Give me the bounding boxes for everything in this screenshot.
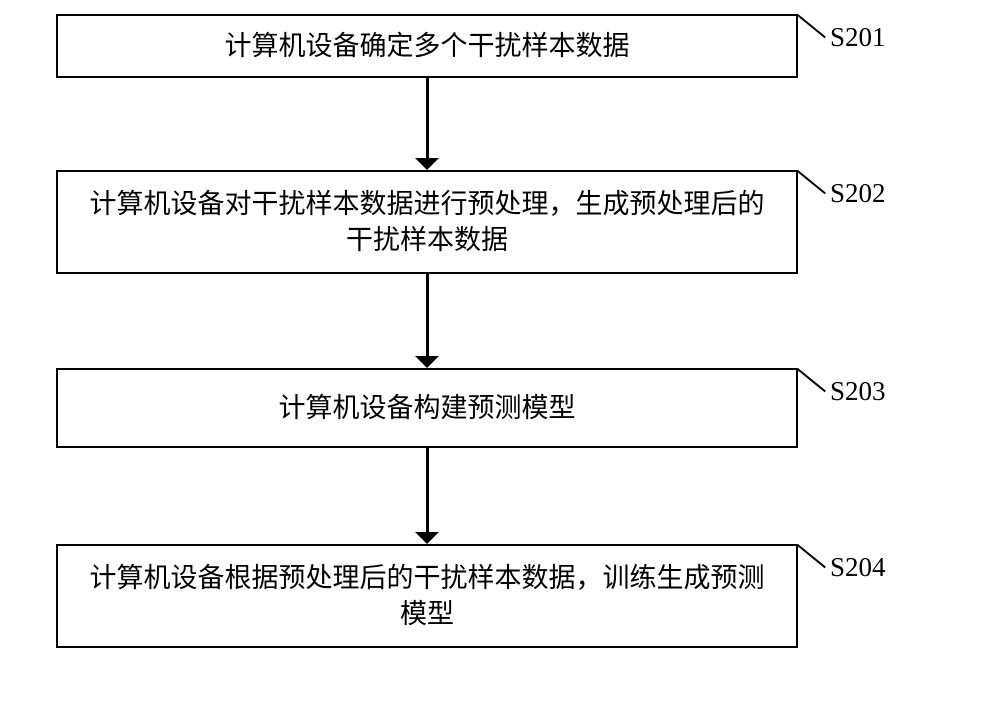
label-connector: [797, 14, 826, 38]
flow-step-s203: 计算机设备构建预测模型: [56, 368, 798, 448]
step-label-s204: S204: [830, 552, 886, 583]
flow-arrow: [426, 274, 429, 356]
step-text: 计算机设备对干扰样本数据进行预处理，生成预处理后的 干扰样本数据: [90, 186, 765, 259]
step-label-s202: S202: [830, 178, 886, 209]
label-connector: [797, 544, 826, 568]
label-connector: [797, 170, 826, 194]
arrow-head-icon: [415, 356, 439, 368]
arrow-head-icon: [415, 532, 439, 544]
step-text: 计算机设备构建预测模型: [279, 390, 576, 426]
arrow-head-icon: [415, 158, 439, 170]
step-text: 计算机设备确定多个干扰样本数据: [225, 28, 630, 64]
flow-step-s201: 计算机设备确定多个干扰样本数据: [56, 14, 798, 78]
flow-arrow: [426, 448, 429, 532]
step-label-s203: S203: [830, 376, 886, 407]
flow-arrow: [426, 78, 429, 158]
flow-step-s204: 计算机设备根据预处理后的干扰样本数据，训练生成预测 模型: [56, 544, 798, 648]
step-label-s201: S201: [830, 22, 886, 53]
label-connector: [797, 368, 826, 392]
flow-step-s202: 计算机设备对干扰样本数据进行预处理，生成预处理后的 干扰样本数据: [56, 170, 798, 274]
step-text: 计算机设备根据预处理后的干扰样本数据，训练生成预测 模型: [90, 560, 765, 633]
